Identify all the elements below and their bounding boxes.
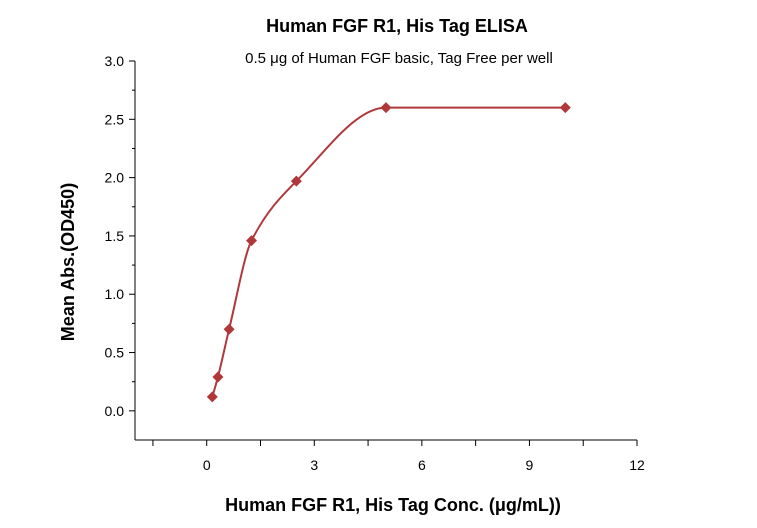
fit-curve [211, 106, 566, 398]
y-tick-label: 0.5 [105, 345, 125, 361]
data-point [206, 391, 218, 403]
data-point [246, 235, 258, 247]
y-axis-label: Mean Abs.(OD450) [58, 183, 78, 341]
data-points-layer [206, 102, 571, 403]
y-tick-label: 1.0 [105, 286, 125, 302]
x-tick-label: 3 [310, 457, 318, 473]
x-axis-label: Human FGF R1, His Tag Conc. (μg/mL)) [225, 495, 561, 515]
y-axis-ticks: 0.0 0.5 1.0 1.5 2.0 2.5 3.0 [105, 53, 135, 419]
x-tick-label: 12 [629, 457, 645, 473]
y-tick-label: 3.0 [105, 53, 125, 69]
data-point [223, 323, 235, 335]
data-point [290, 175, 302, 187]
x-axis-ticks: 0 3 6 9 12 [152, 440, 645, 473]
y-tick-label: 2.0 [105, 170, 125, 186]
fit-curve-layer [211, 106, 566, 398]
x-tick-label: 0 [203, 457, 211, 473]
y-tick-label: 2.5 [105, 111, 125, 127]
y-tick-label: 0.0 [105, 403, 125, 419]
data-point [212, 371, 224, 383]
y-tick-label: 1.5 [105, 228, 125, 244]
chart-title: Human FGF R1, His Tag ELISA [266, 16, 528, 36]
x-tick-label: 9 [526, 457, 534, 473]
data-point [380, 102, 392, 114]
data-point [559, 102, 571, 114]
x-tick-label: 6 [418, 457, 426, 473]
chart-subtitle: 0.5 μg of Human FGF basic, Tag Free per … [245, 50, 553, 67]
